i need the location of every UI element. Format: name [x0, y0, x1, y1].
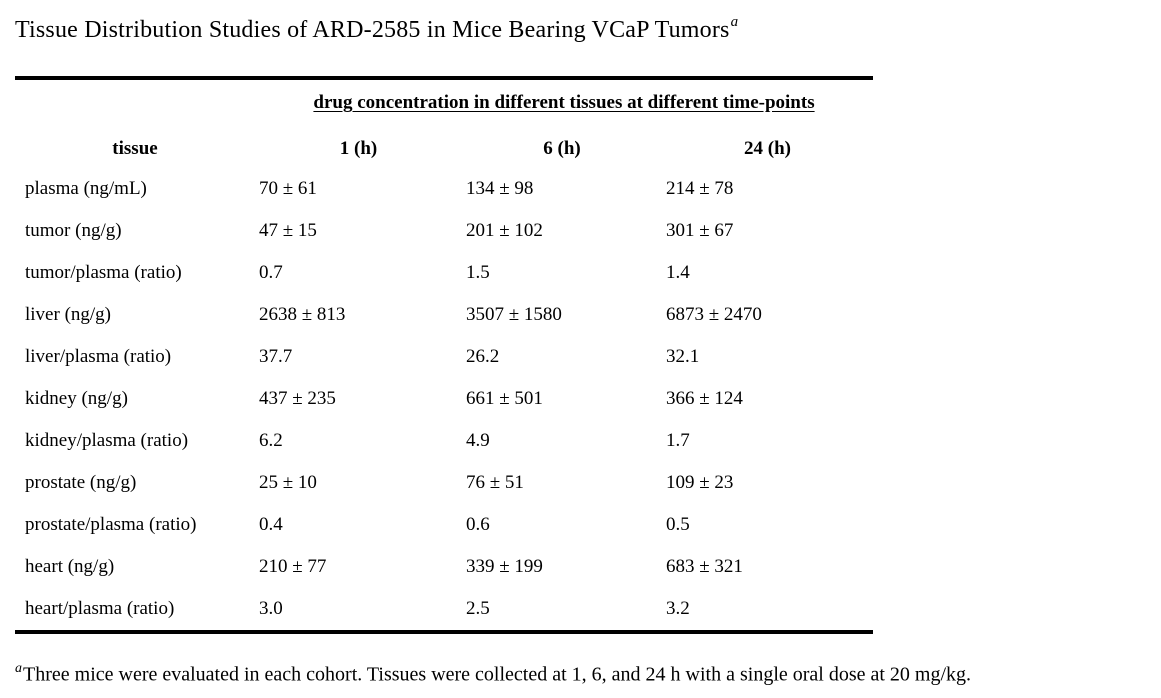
column-header-24h: 24 (h) [744, 138, 791, 159]
tissue-label: tumor (ng/g) [25, 220, 122, 241]
value-cell-24h: 1.7 [666, 430, 690, 451]
value-cell-1h: 2638 ± 813 [259, 304, 346, 325]
value-cell-24h: 1.4 [666, 262, 690, 283]
value-cell-24h: 0.5 [666, 514, 690, 535]
span-header-cell: drug concentration in different tissues … [255, 78, 873, 114]
value-cell-6h: 4.9 [466, 430, 490, 451]
tissue-label: plasma (ng/mL) [25, 178, 147, 199]
column-header-tissue: tissue [112, 138, 158, 159]
value-cell-1h: 210 ± 77 [259, 556, 327, 577]
value-cell-24h: 214 ± 78 [666, 178, 734, 199]
tissue-label: tumor/plasma (ratio) [25, 262, 182, 283]
tissue-label: heart (ng/g) [25, 556, 115, 577]
tissue-label: kidney (ng/g) [25, 388, 128, 409]
table-row-liver-plasma: liver/plasma (ratio) 37.7 26.2 32.1 [15, 336, 873, 378]
value-cell-1h: 3.0 [259, 598, 283, 619]
footnote-text: Three mice were evaluated in each cohort… [23, 663, 972, 686]
value-cell-1h: 25 ± 10 [259, 472, 317, 493]
value-cell-6h: 26.2 [466, 346, 500, 367]
table-row-prostate-plasma: prostate/plasma (ratio) 0.4 0.6 0.5 [15, 504, 873, 546]
span-header-row: drug concentration in different tissues … [15, 78, 873, 114]
table-row-heart-plasma: heart/plasma (ratio) 3.0 2.5 3.2 [15, 588, 873, 632]
value-cell-1h: 47 ± 15 [259, 220, 317, 241]
span-header-text: drug concentration in different tissues … [313, 92, 815, 113]
value-cell-1h: 6.2 [259, 430, 283, 451]
table-row-kidney: kidney (ng/g) 437 ± 235 661 ± 501 366 ± … [15, 378, 873, 420]
column-header-6h: 6 (h) [543, 138, 581, 159]
page-title: Tissue Distribution Studies of ARD-2585 … [15, 8, 1161, 46]
value-cell-1h: 0.7 [259, 262, 283, 283]
page: Tissue Distribution Studies of ARD-2585 … [0, 8, 1161, 687]
tissue-distribution-table: drug concentration in different tissues … [15, 76, 874, 634]
tissue-label: liver/plasma (ratio) [25, 346, 172, 367]
table-row-kidney-plasma: kidney/plasma (ratio) 6.2 4.9 1.7 [15, 420, 873, 462]
tissue-label: heart/plasma (ratio) [25, 598, 175, 619]
table-row-prostate: prostate (ng/g) 25 ± 10 76 ± 51 109 ± 23 [15, 462, 873, 504]
table-row-heart: heart (ng/g) 210 ± 77 339 ± 199 683 ± 32… [15, 546, 873, 588]
tissue-label: kidney/plasma (ratio) [25, 430, 189, 451]
value-cell-24h: 301 ± 67 [666, 220, 734, 241]
tissue-label: prostate/plasma (ratio) [25, 514, 197, 535]
value-cell-6h: 339 ± 199 [466, 556, 543, 577]
value-cell-24h: 32.1 [666, 346, 700, 367]
value-cell-6h: 1.5 [466, 262, 490, 283]
value-cell-6h: 3507 ± 1580 [466, 304, 562, 325]
value-cell-24h: 109 ± 23 [666, 472, 734, 493]
column-header-row: tissue 1 (h) 6 (h) 24 (h) [15, 114, 873, 168]
value-cell-1h: 437 ± 235 [259, 388, 336, 409]
footnote: aThree mice were evaluated in each cohor… [15, 658, 1161, 687]
footnote-superscript: a [15, 661, 22, 676]
empty-cell [15, 78, 255, 114]
title-superscript: a [730, 14, 739, 30]
title-text: Tissue Distribution Studies of ARD-2585 … [15, 17, 730, 43]
tissue-label: prostate (ng/g) [25, 472, 137, 493]
value-cell-24h: 683 ± 321 [666, 556, 743, 577]
value-cell-1h: 70 ± 61 [259, 178, 317, 199]
value-cell-6h: 2.5 [466, 598, 490, 619]
value-cell-6h: 0.6 [466, 514, 490, 535]
value-cell-24h: 6873 ± 2470 [666, 304, 762, 325]
table-row-tumor-plasma: tumor/plasma (ratio) 0.7 1.5 1.4 [15, 252, 873, 294]
value-cell-6h: 76 ± 51 [466, 472, 524, 493]
value-cell-6h: 134 ± 98 [466, 178, 534, 199]
table-row-tumor: tumor (ng/g) 47 ± 15 201 ± 102 301 ± 67 [15, 210, 873, 252]
table-row-liver: liver (ng/g) 2638 ± 813 3507 ± 1580 6873… [15, 294, 873, 336]
value-cell-1h: 37.7 [259, 346, 293, 367]
value-cell-24h: 3.2 [666, 598, 690, 619]
value-cell-1h: 0.4 [259, 514, 283, 535]
value-cell-6h: 201 ± 102 [466, 220, 543, 241]
value-cell-24h: 366 ± 124 [666, 388, 743, 409]
tissue-label: liver (ng/g) [25, 304, 112, 325]
column-header-1h: 1 (h) [339, 138, 378, 159]
value-cell-6h: 661 ± 501 [466, 388, 543, 409]
table-row-plasma: plasma (ng/mL) 70 ± 61 134 ± 98 214 ± 78 [15, 168, 873, 210]
